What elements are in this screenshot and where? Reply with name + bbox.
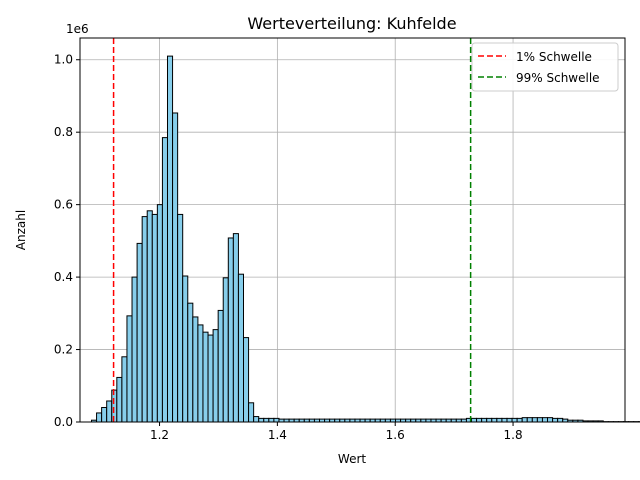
x-tick-label-0: 1.2 [150,428,169,442]
histogram-bar [476,417,483,423]
histogram-bar [151,213,158,423]
histogram-bar [536,417,543,423]
histogram-bar [552,417,559,423]
histogram-bar [126,315,133,423]
histogram-bar [106,400,113,423]
y-tick-label-4: 0.8 [54,125,73,139]
histogram-bar [177,213,184,423]
histogram-bar [506,417,513,423]
histogram-bar [258,417,265,423]
histogram-bar [557,417,564,423]
histogram-bar [212,329,219,423]
histogram-bar [501,417,508,423]
y-tick-label-2: 0.4 [54,270,73,284]
histogram-bar [156,204,163,423]
histogram-bar [268,417,275,423]
histogram-bar [273,417,280,423]
histogram-bar [121,356,128,423]
histogram-bar [531,417,538,423]
histogram-bar [481,417,488,423]
y-axis-label: Anzahl [14,210,28,250]
histogram-bar [207,334,214,423]
histogram-bar [192,316,199,423]
histogram-bar [202,331,209,423]
y-axis-multiplier: 1e6 [66,22,89,36]
legend-label-99pct: 99% Schwelle [516,71,600,85]
histogram-bar [96,412,103,423]
histogram-bar [491,417,498,423]
histogram-bar [217,309,224,423]
y-tick-label-3: 0.6 [54,198,73,212]
histogram-bar [237,273,244,423]
histogram-bar [521,417,528,423]
histogram-bar [141,216,148,423]
histogram-bar [146,210,153,423]
histogram-bar [232,233,239,423]
histogram-bar [131,276,138,423]
histogram-bar [161,137,168,423]
histogram-bar [253,416,260,423]
histogram-bar [116,376,123,423]
histogram-bar [547,417,554,423]
x-tick-label-2: 1.6 [386,428,405,442]
plot-frame [79,37,626,423]
chart-title: Werteverteilung: Kuhfelde [247,14,456,33]
histogram-bar [526,417,533,423]
histogram-bar [136,242,143,423]
x-tick-label-1: 1.4 [268,428,287,442]
histogram-bar [101,407,108,423]
x-tick-label-3: 1.8 [504,428,523,442]
histogram-bar [222,277,229,423]
legend-box [471,42,619,92]
reference-lines [112,38,472,422]
histogram-bar [187,302,194,423]
histogram-bar [496,417,503,423]
y-axis-ticks: 0.0 0.2 0.4 0.6 0.8 1.0 [54,53,80,429]
histogram-bar [263,417,270,423]
x-axis-ticks: 1.2 1.4 1.6 1.8 [150,422,523,442]
x-axis-label: Wert [338,452,366,466]
histogram-bar [227,237,234,423]
legend-label-1pct: 1% Schwelle [516,50,592,64]
y-tick-label-0: 0.0 [54,415,73,429]
histogram-bar [511,417,518,423]
histogram-bar [197,324,204,423]
histogram-bar [166,55,174,423]
histogram-bar [516,417,523,423]
histogram-bar [248,402,255,423]
histogram-bar [172,112,179,423]
y-tick-label-1: 0.2 [54,343,73,357]
histogram-bar [182,275,189,423]
histogram-bar [243,337,250,423]
y-tick-label-5: 1.0 [54,53,73,67]
legend: 1% Schwelle 99% Schwelle [471,42,619,92]
histogram-bar [486,417,493,423]
histogram-bar [471,417,478,423]
histogram-bar [541,417,549,423]
